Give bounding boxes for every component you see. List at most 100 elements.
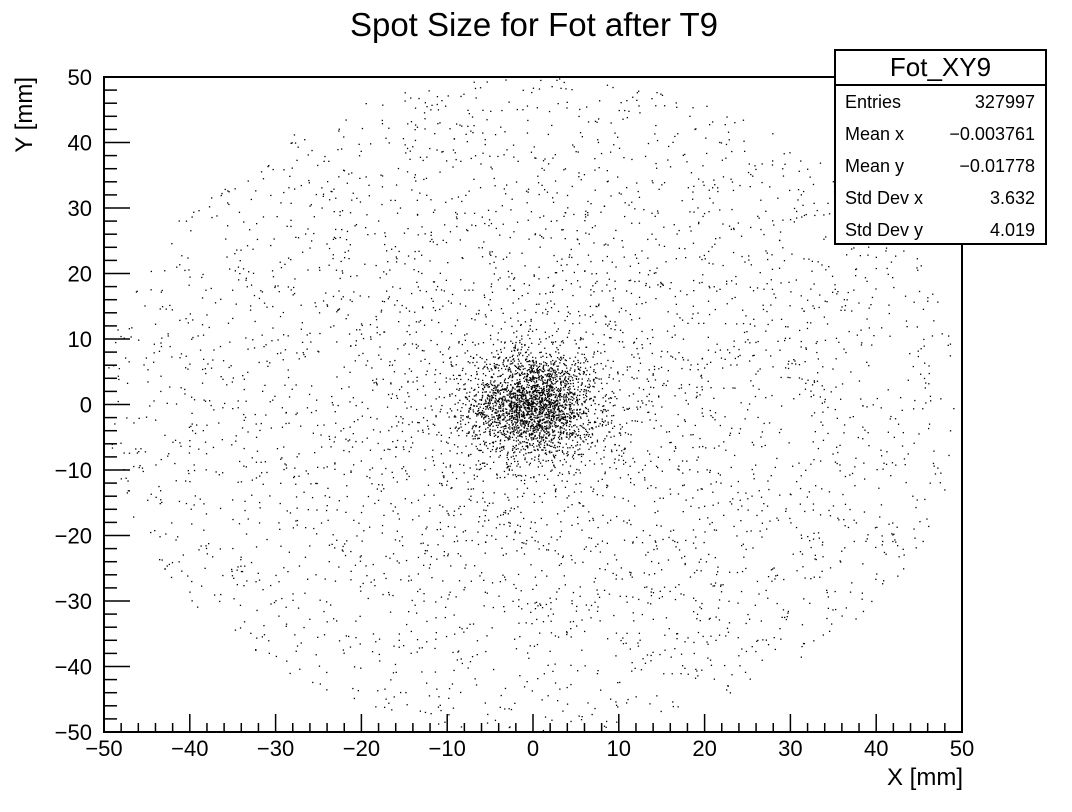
data-point — [258, 361, 260, 364]
data-point — [650, 386, 652, 388]
data-point — [718, 445, 720, 447]
data-point — [288, 551, 290, 553]
data-point — [547, 414, 549, 416]
data-point — [521, 391, 523, 394]
data-point — [394, 304, 396, 306]
data-point — [204, 400, 207, 402]
data-point — [574, 356, 577, 358]
data-point — [531, 434, 533, 436]
data-point — [476, 448, 478, 450]
data-point — [505, 389, 507, 391]
data-point — [278, 522, 280, 524]
data-point — [200, 545, 202, 547]
data-point — [774, 466, 776, 469]
data-point — [484, 414, 486, 416]
data-point — [534, 429, 536, 431]
data-point — [744, 341, 747, 343]
data-point — [346, 230, 349, 233]
data-point — [542, 389, 545, 391]
data-point — [569, 447, 571, 449]
data-point — [470, 375, 472, 377]
data-point — [767, 258, 769, 261]
data-point — [473, 212, 476, 214]
data-point — [561, 396, 563, 398]
data-point — [533, 378, 535, 380]
data-point — [304, 556, 307, 558]
data-point — [817, 447, 819, 450]
data-point — [855, 275, 857, 277]
data-point — [534, 449, 536, 452]
data-point — [622, 331, 624, 334]
data-point — [556, 357, 559, 359]
data-point — [434, 424, 436, 426]
data-point — [485, 441, 487, 443]
data-point — [283, 169, 285, 171]
data-point — [478, 408, 480, 410]
data-point — [492, 421, 494, 423]
data-point — [379, 277, 381, 279]
data-point — [496, 400, 499, 402]
data-point — [523, 415, 525, 417]
data-point — [733, 525, 735, 528]
data-point — [650, 460, 652, 462]
data-point — [577, 449, 579, 451]
data-point — [542, 427, 544, 429]
data-point — [499, 422, 501, 425]
data-point — [559, 376, 561, 378]
data-point — [538, 442, 541, 444]
data-point — [234, 188, 236, 190]
data-point — [516, 391, 519, 393]
data-point — [535, 380, 538, 382]
data-point — [526, 421, 528, 423]
data-point — [499, 454, 501, 457]
data-point — [513, 289, 515, 291]
data-point — [495, 449, 497, 451]
data-point — [493, 381, 495, 383]
data-point — [398, 321, 400, 323]
data-point — [689, 115, 691, 117]
data-point — [573, 388, 576, 390]
data-point — [559, 431, 561, 434]
data-point — [476, 434, 478, 436]
data-point — [551, 425, 554, 427]
data-point — [326, 601, 328, 603]
data-point — [560, 341, 563, 343]
data-point — [161, 501, 163, 504]
data-point — [421, 272, 423, 275]
data-point — [187, 322, 189, 324]
data-point — [606, 84, 609, 86]
data-point — [790, 494, 792, 496]
data-point — [603, 421, 605, 423]
data-point — [593, 386, 595, 388]
data-point — [801, 378, 803, 380]
data-point — [436, 343, 438, 346]
data-point — [535, 391, 538, 394]
data-point — [544, 428, 546, 430]
data-point — [689, 576, 692, 578]
data-point — [897, 423, 900, 425]
data-point — [589, 373, 591, 376]
data-point — [568, 330, 571, 332]
data-point — [273, 601, 276, 604]
data-point — [818, 306, 820, 309]
data-point — [252, 248, 254, 250]
data-point — [556, 399, 558, 401]
data-point — [516, 386, 518, 388]
data-point — [537, 372, 539, 374]
data-point — [679, 290, 682, 292]
data-point — [488, 219, 491, 221]
data-point — [326, 243, 328, 245]
data-point — [528, 403, 530, 405]
data-point — [452, 707, 455, 709]
data-point — [832, 368, 834, 370]
data-point — [724, 664, 726, 667]
data-point — [392, 510, 394, 512]
data-point — [618, 192, 620, 194]
data-point — [509, 417, 511, 420]
data-point — [171, 562, 174, 564]
data-point — [552, 369, 555, 371]
data-point — [147, 499, 149, 501]
data-point — [621, 426, 623, 428]
data-point — [531, 425, 533, 428]
data-point — [539, 351, 541, 354]
